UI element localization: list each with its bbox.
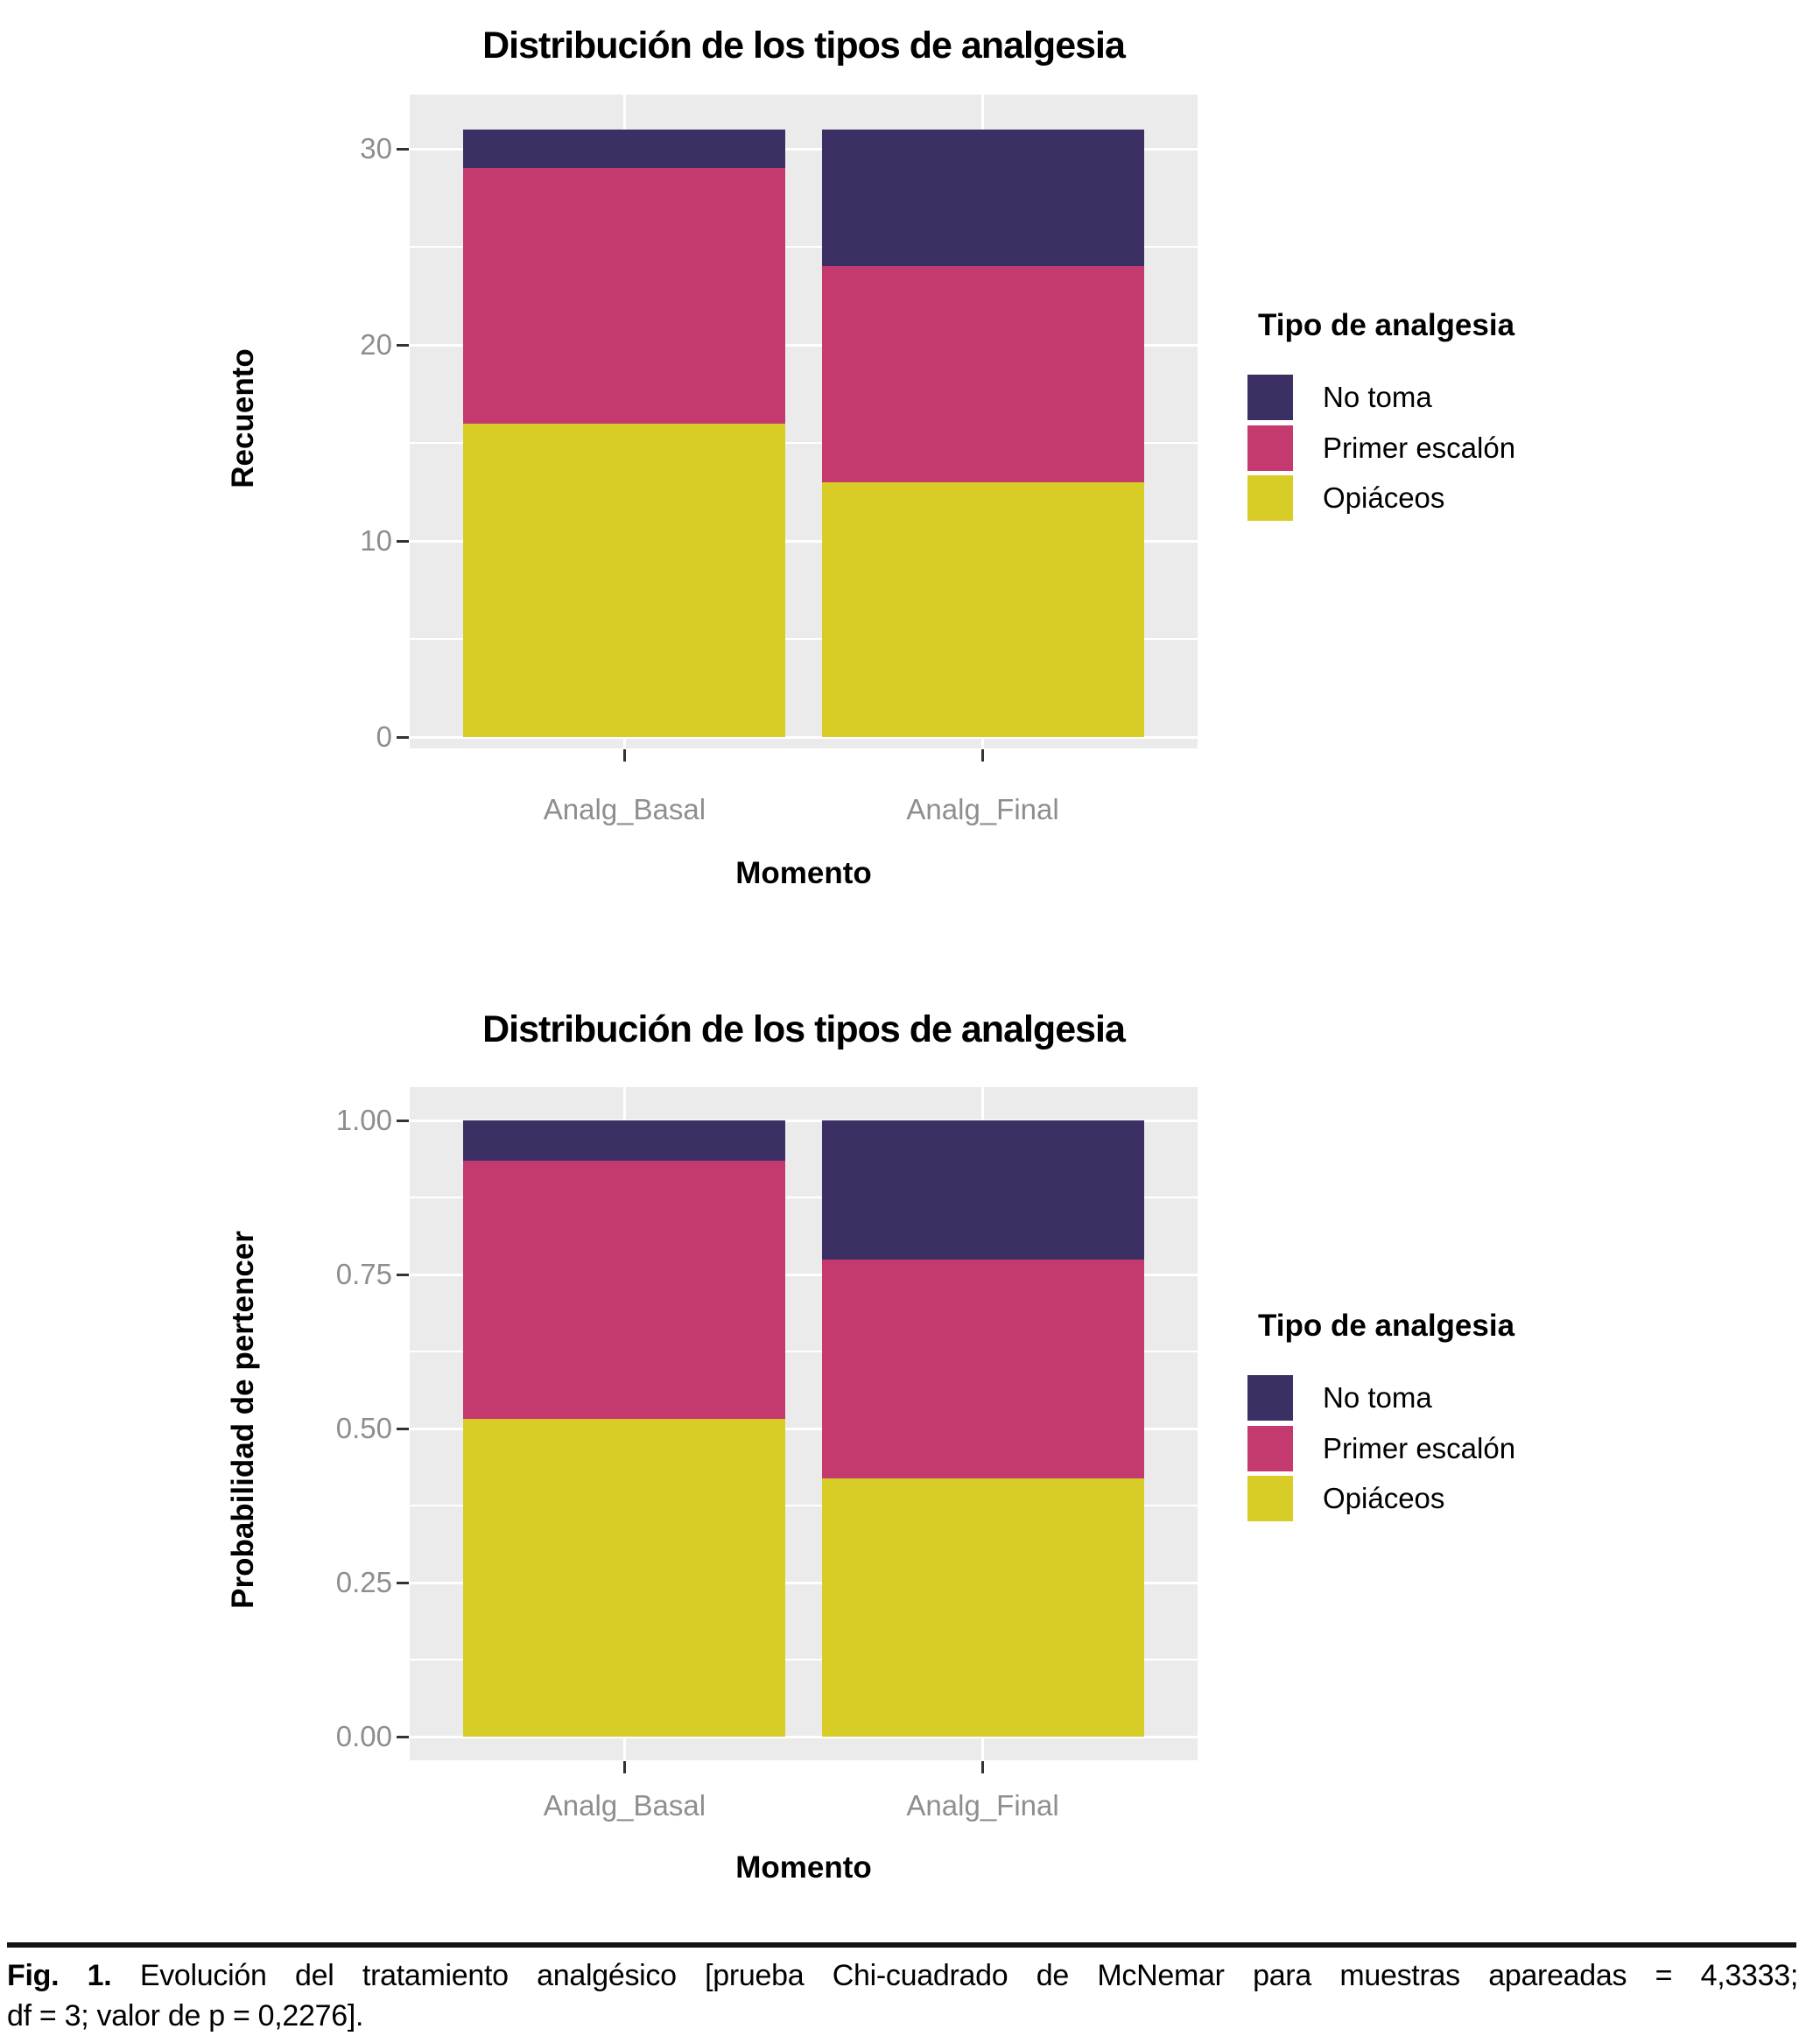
legend-swatch-opiaceos	[1247, 475, 1293, 521]
x-tick-mark	[622, 749, 626, 762]
caption-text-line1: Fig. 1. Evolución del tratamiento analgé…	[7, 1955, 1798, 2036]
gridline-minor	[410, 442, 1198, 444]
y-tick-label: 10	[360, 524, 392, 557]
legend-label: Opiáceos	[1323, 481, 1445, 514]
y-tick-mark	[397, 735, 409, 739]
gridline-minor	[410, 1505, 1198, 1506]
gridline-major	[410, 147, 1198, 151]
y-tick-label: 20	[360, 328, 392, 361]
legend-label: Primer escalón	[1323, 1431, 1516, 1464]
legend-title: Tipo de analgesia	[1258, 308, 1515, 342]
y-tick-label: 0.75	[335, 1258, 392, 1290]
caption-text-line2: df = 3; valor de p = 0,2276].	[7, 1999, 364, 2032]
caption-body-line1: Evolución del tratamiento analgésico [pr…	[139, 1959, 1798, 1992]
bar-segment-no_toma	[821, 1120, 1144, 1260]
x-tick-mark	[981, 749, 985, 762]
x-axis-title: Momento	[735, 1850, 872, 1885]
gridline-minor	[410, 1197, 1198, 1198]
x-tick-label: Analg_Basal	[543, 793, 706, 825]
caption-label: Fig. 1.	[7, 1959, 112, 1992]
y-tick-mark	[397, 1427, 409, 1430]
caption-rule	[7, 1942, 1796, 1948]
bar-segment-primer_escalon	[463, 168, 786, 424]
gridline-major	[410, 735, 1198, 739]
gridline-major	[410, 1427, 1198, 1430]
y-tick-mark	[397, 1581, 409, 1584]
legend-swatch-no_toma	[1247, 375, 1293, 420]
chart-title: Distribución de los tipos de analgesia	[482, 25, 1126, 67]
x-tick-label: Analg_Basal	[543, 1789, 706, 1822]
bar-segment-no_toma	[463, 1120, 786, 1161]
bar-segment-primer_escalon	[821, 1260, 1144, 1478]
x-tick-label: Analg_Final	[906, 1789, 1059, 1822]
y-tick-label: 0.50	[335, 1412, 392, 1444]
gridline-major	[410, 1735, 1198, 1738]
legend-title: Tipo de analgesia	[1258, 1309, 1515, 1343]
x-axis-title: Momento	[735, 856, 872, 890]
x-tick-mark	[622, 1761, 626, 1773]
gridline-major	[410, 1581, 1198, 1584]
gridline-major	[410, 1273, 1198, 1276]
bar-segment-opiaceos	[463, 423, 786, 737]
y-axis-title: Recuento	[226, 348, 260, 488]
gridline-major	[410, 539, 1198, 543]
gridline-minor	[410, 246, 1198, 248]
legend-label: No toma	[1323, 1381, 1432, 1414]
y-tick-mark	[397, 147, 409, 151]
y-tick-mark	[397, 1735, 409, 1738]
bar-segment-no_toma	[463, 129, 786, 169]
legend-swatch-primer_escalon	[1247, 1425, 1293, 1471]
y-tick-label: 30	[360, 132, 392, 165]
y-tick-label: 0	[376, 720, 392, 753]
y-tick-mark	[397, 343, 409, 347]
gridline-minor	[410, 638, 1198, 640]
x-tick-label: Analg_Final	[906, 793, 1059, 825]
y-tick-label: 0.25	[335, 1566, 392, 1598]
x-tick-mark	[981, 1761, 985, 1773]
bar-segment-primer_escalon	[821, 266, 1144, 482]
y-tick-label: 1.00	[335, 1104, 392, 1136]
bar-segment-primer_escalon	[463, 1160, 786, 1419]
bar-segment-opiaceos	[821, 1478, 1144, 1737]
y-tick-mark	[397, 1273, 409, 1276]
chart-title: Distribución de los tipos de analgesia	[482, 1008, 1126, 1050]
y-tick-mark	[397, 1119, 409, 1122]
gridline-minor	[410, 1659, 1198, 1660]
y-tick-label: 0.00	[335, 1720, 392, 1752]
legend-swatch-opiaceos	[1247, 1476, 1293, 1521]
gridline-major	[410, 1119, 1198, 1122]
bar-segment-no_toma	[821, 129, 1144, 267]
y-tick-mark	[397, 539, 409, 543]
legend-swatch-primer_escalon	[1247, 425, 1293, 471]
legend-swatch-no_toma	[1247, 1375, 1293, 1421]
gridline-minor	[410, 1351, 1198, 1352]
bar-segment-opiaceos	[463, 1418, 786, 1737]
legend-label: Primer escalón	[1323, 431, 1516, 464]
bar-segment-opiaceos	[821, 481, 1144, 737]
legend-label: No toma	[1323, 381, 1432, 413]
gridline-major	[410, 343, 1198, 347]
legend-label: Opiáceos	[1323, 1482, 1445, 1514]
